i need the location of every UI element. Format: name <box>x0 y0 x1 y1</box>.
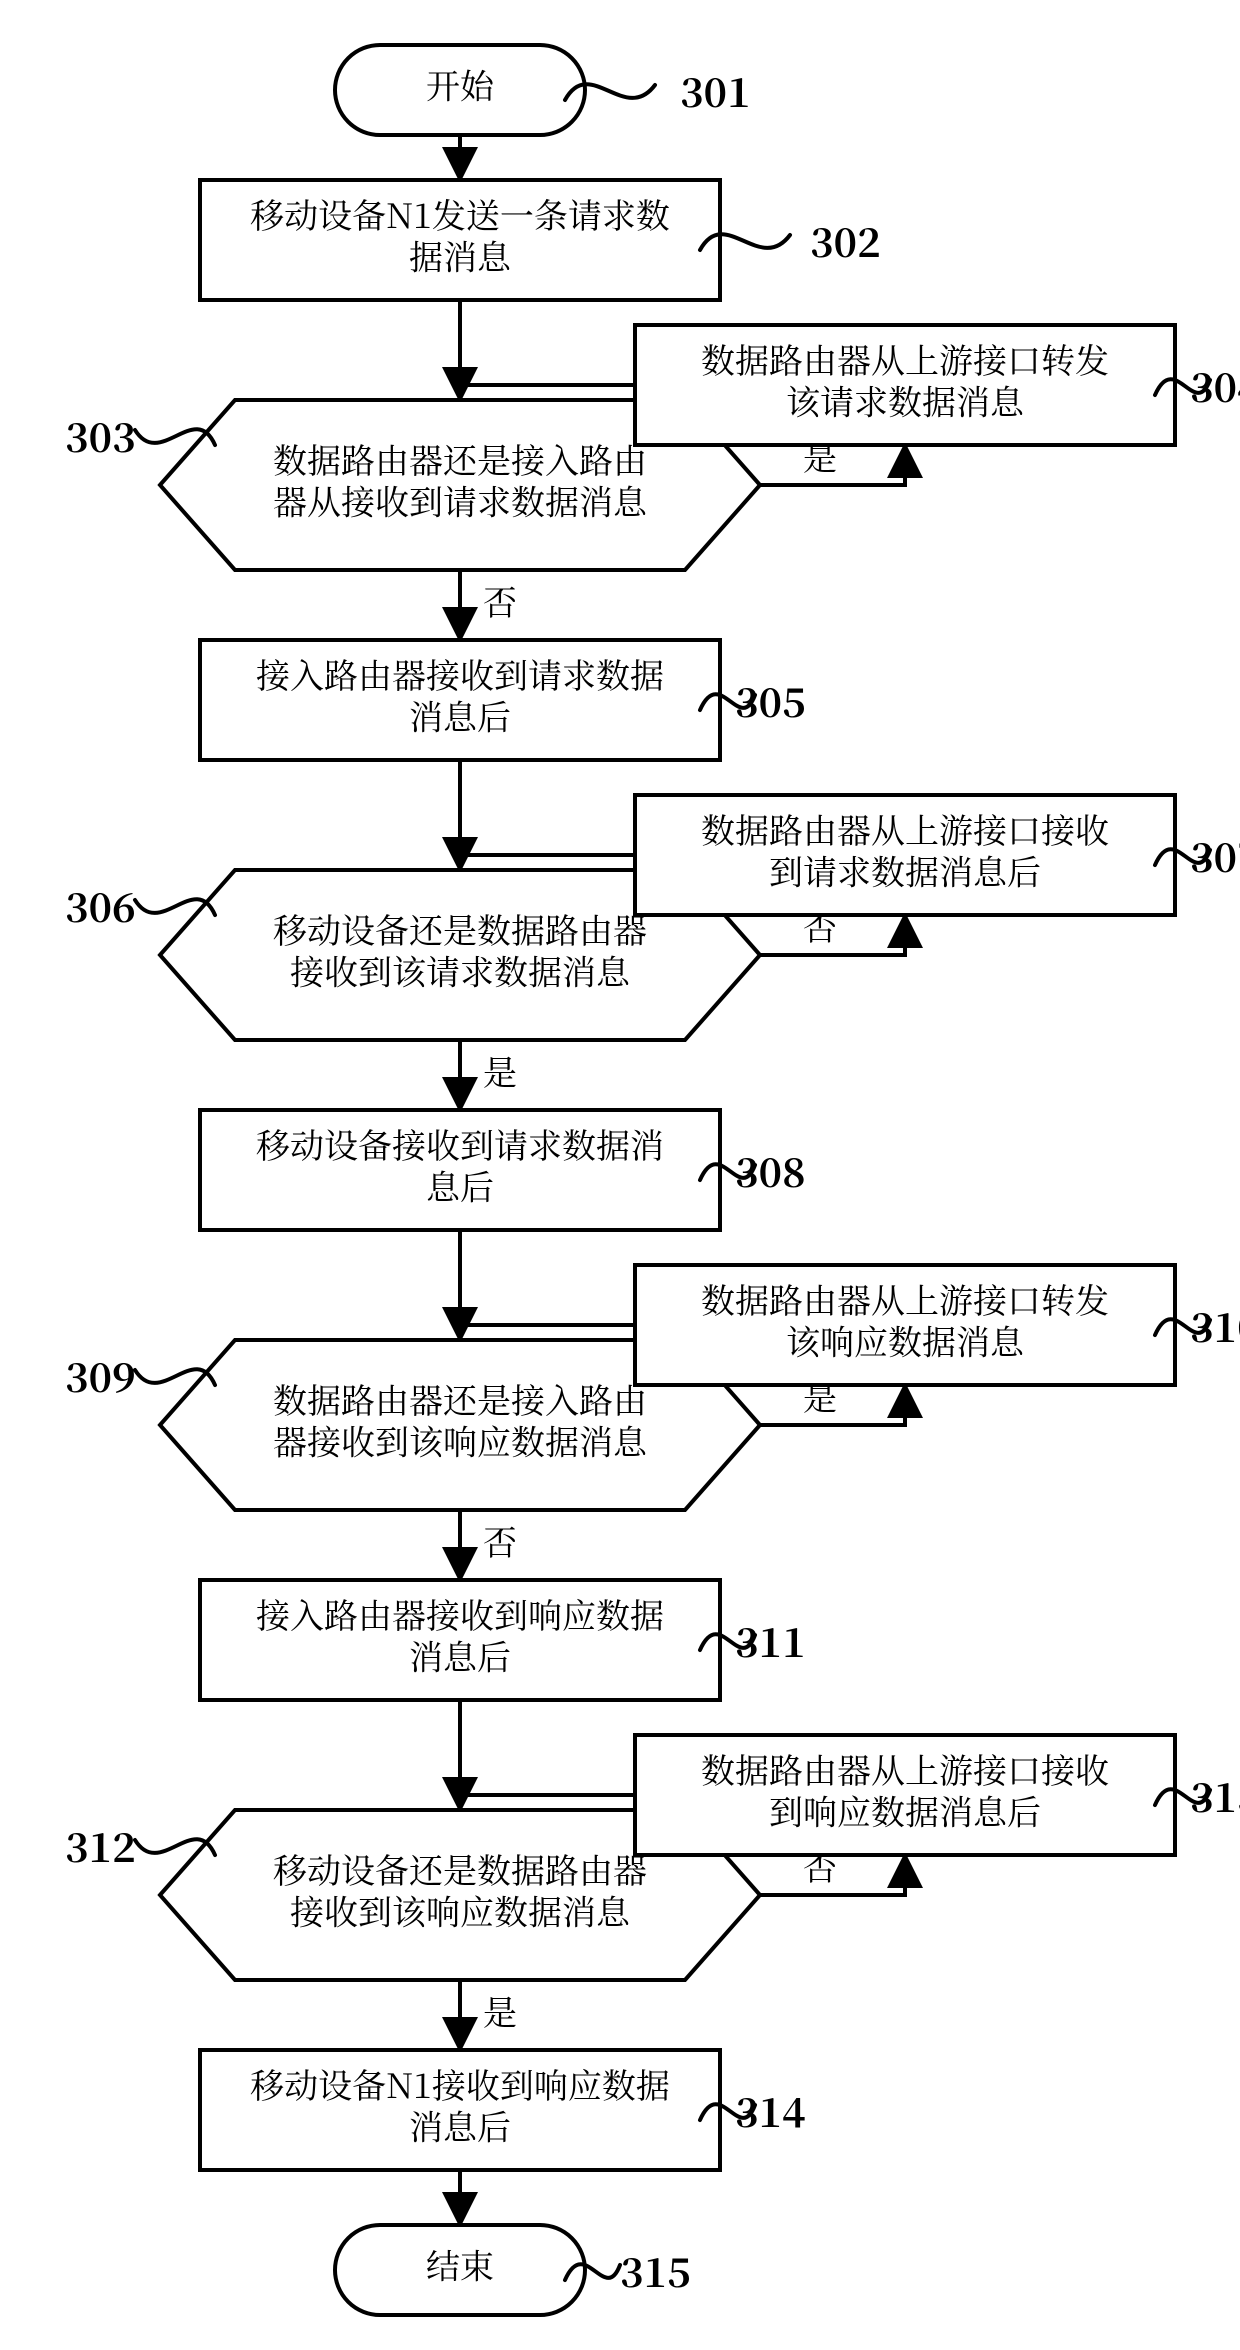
edge-label: 是 <box>483 1046 517 1095</box>
flow-node-n311: 接入路由器接收到响应数据消息后 <box>200 1580 720 1700</box>
ref-number: 311 <box>735 1612 806 1669</box>
ref-number: 309 <box>65 1347 136 1404</box>
node-text-line: 到响应数据消息后 <box>769 1785 1041 1834</box>
ref-number: 303 <box>65 407 136 464</box>
flow-node-n313: 数据路由器从上游接口接收到响应数据消息后 <box>635 1735 1175 1855</box>
ref-number: 314 <box>735 2082 806 2139</box>
ref-number: 306 <box>65 877 136 934</box>
edge-label: 否 <box>483 576 517 625</box>
node-text-line: 接收到该请求数据消息 <box>290 945 631 994</box>
flow-node-n310: 数据路由器从上游接口转发该响应数据消息 <box>635 1265 1175 1385</box>
flow-node-n304: 数据路由器从上游接口转发该请求数据消息 <box>635 325 1175 445</box>
node-text-line: 器从接收到请求数据消息 <box>273 475 648 524</box>
node-text-line: 据消息 <box>409 230 512 279</box>
node-text-line: 到请求数据消息后 <box>769 845 1041 894</box>
ref-number: 312 <box>65 1817 136 1874</box>
ref-number: 315 <box>620 2242 691 2299</box>
node-text-line: 该请求数据消息 <box>786 375 1025 424</box>
flow-node-n305: 接入路由器接收到请求数据消息后 <box>200 640 720 760</box>
node-text-line: 息后 <box>426 1160 494 1209</box>
ref-number: 313 <box>1190 1767 1240 1824</box>
ref-number: 308 <box>735 1142 806 1199</box>
node-text-line: 开始 <box>426 60 495 109</box>
ref-number: 305 <box>735 672 806 729</box>
ref-number: 307 <box>1190 827 1240 884</box>
node-text-line: 接收到该响应数据消息 <box>290 1885 631 1934</box>
node-text-line: 器接收到该响应数据消息 <box>273 1415 648 1464</box>
flowchart-canvas: 否是是否否是是否 开始移动设备N1发送一条请求数据消息数据路由器还是接入路由器从… <box>0 0 1240 2350</box>
flow-node-n302: 移动设备N1发送一条请求数据消息 <box>200 180 720 300</box>
node-text-line: 消息后 <box>409 1630 511 1679</box>
node-text-line: 消息后 <box>409 2100 511 2149</box>
ref-number: 301 <box>680 62 751 119</box>
flow-node-n301: 开始 <box>335 45 585 135</box>
ref-number: 302 <box>810 212 881 269</box>
flow-node-n315: 结束 <box>335 2225 585 2315</box>
edge-label: 否 <box>483 1516 517 1565</box>
node-text-line: 结束 <box>426 2240 494 2289</box>
ref-number: 304 <box>1190 357 1240 414</box>
ref-number: 310 <box>1190 1297 1240 1354</box>
flow-node-n314: 移动设备N1接收到响应数据消息后 <box>200 2050 720 2170</box>
edge-label: 是 <box>483 1986 517 2035</box>
node-text-line: 消息后 <box>409 690 511 739</box>
flow-node-n307: 数据路由器从上游接口接收到请求数据消息后 <box>635 795 1175 915</box>
node-text-line: 该响应数据消息 <box>786 1315 1025 1364</box>
flow-node-n308: 移动设备接收到请求数据消息后 <box>200 1110 720 1230</box>
